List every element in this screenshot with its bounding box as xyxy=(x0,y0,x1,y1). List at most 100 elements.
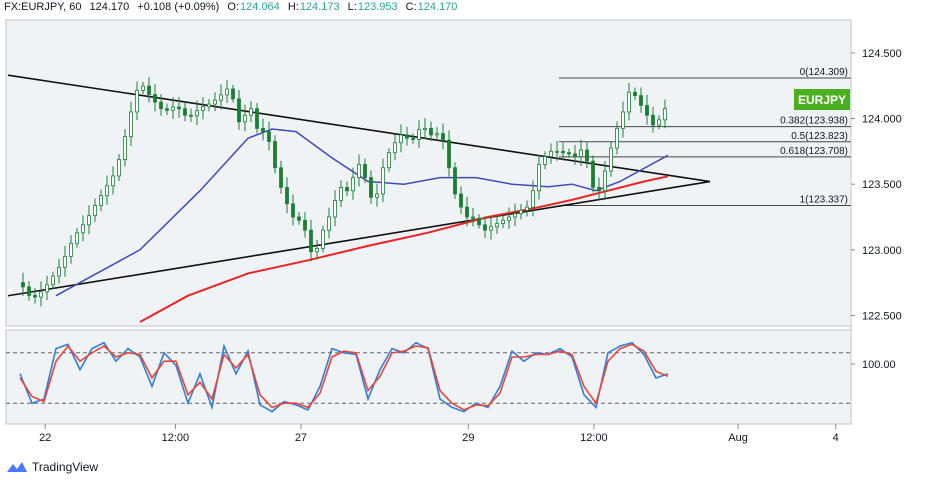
x-tick-label: 12:00 xyxy=(162,432,190,444)
candle-body xyxy=(561,150,565,154)
symbol-name: FX:EURJPY, 60 xyxy=(4,1,82,13)
low-value: 123.953 xyxy=(357,1,398,13)
candle-body xyxy=(387,152,391,169)
candle-body xyxy=(573,153,577,157)
candle-body xyxy=(417,129,421,140)
candle-body xyxy=(633,91,637,96)
candle-body xyxy=(87,215,91,226)
candle-body xyxy=(477,217,481,226)
candle-body xyxy=(159,101,163,110)
candle-body xyxy=(411,137,415,140)
open-label: O: xyxy=(227,1,239,13)
candle-body xyxy=(279,167,283,188)
candle-body xyxy=(537,164,541,192)
candle-body xyxy=(207,103,211,108)
candle-body xyxy=(597,187,601,192)
x-tick-label: 29 xyxy=(462,432,474,444)
stoch-d-line xyxy=(19,343,669,411)
fib-level-label: 1(123.337) xyxy=(800,195,848,206)
close-value: 124.170 xyxy=(417,1,458,13)
candle-body xyxy=(261,127,265,133)
candle-body xyxy=(39,291,43,298)
candle-body xyxy=(453,167,457,195)
candle-body xyxy=(357,164,361,178)
x-tick-label: Aug xyxy=(728,432,748,444)
y-tick-label: 122.500 xyxy=(862,310,902,322)
candle-body xyxy=(69,242,73,257)
candle-body xyxy=(255,108,259,129)
candle-body xyxy=(267,131,271,142)
candle-body xyxy=(513,213,517,218)
candle-body xyxy=(603,170,607,192)
x-tick-label: 12:00 xyxy=(580,432,608,444)
fib-level-label: 0(124.309) xyxy=(800,67,848,78)
high-value: 124.173 xyxy=(299,1,340,13)
y-tick-label: 124.500 xyxy=(862,48,902,60)
candle-body xyxy=(57,266,61,277)
candle-body xyxy=(315,248,319,253)
candle-body xyxy=(615,127,619,149)
tradingview-logo-icon xyxy=(7,462,27,472)
x-tick-label: 22 xyxy=(39,432,51,444)
candle-body xyxy=(21,282,25,288)
candle-body xyxy=(405,134,409,139)
candle-body xyxy=(123,136,127,160)
candle-body xyxy=(321,229,325,249)
candle-body xyxy=(291,203,295,218)
candle-body xyxy=(153,94,157,103)
candle-body xyxy=(621,111,625,129)
candle-body xyxy=(213,99,217,105)
candle-body xyxy=(129,111,133,137)
sma-slow-line xyxy=(139,175,669,323)
x-tick-label: 4 xyxy=(833,432,839,444)
open-value: 124.064 xyxy=(239,1,280,13)
candle-body xyxy=(627,91,631,113)
candle-body xyxy=(591,160,595,188)
x-tick-label: 27 xyxy=(295,432,307,444)
candle-body xyxy=(555,150,559,153)
main-pane[interactable] xyxy=(5,19,852,327)
candle-body xyxy=(285,187,289,205)
candle-body xyxy=(339,187,343,201)
candle-body xyxy=(525,206,529,211)
candle-body xyxy=(351,177,355,192)
candle-body xyxy=(273,141,277,169)
candle-body xyxy=(663,108,667,121)
candle-body xyxy=(459,193,463,208)
candle-body xyxy=(471,216,475,219)
candle-body xyxy=(165,108,169,111)
candle-body xyxy=(399,134,403,144)
candle-body xyxy=(297,216,301,221)
candle-body xyxy=(189,114,193,117)
candle-body xyxy=(393,142,397,154)
candle-body xyxy=(27,286,31,296)
candle-body xyxy=(183,108,187,116)
candle-body xyxy=(309,229,313,253)
candle-body xyxy=(99,195,103,206)
candle-body xyxy=(219,94,223,101)
stoch-k-line xyxy=(19,341,669,413)
candle-body xyxy=(105,185,109,197)
triangle-trendline xyxy=(7,180,711,297)
candle-body xyxy=(465,206,469,218)
candle-body xyxy=(249,108,253,116)
candle-body xyxy=(609,147,613,172)
stoch-pane[interactable] xyxy=(5,329,852,425)
candle-body xyxy=(429,127,433,136)
candle-body xyxy=(567,152,571,155)
y-tick-label: 123.500 xyxy=(862,179,902,191)
candle-body xyxy=(447,139,451,169)
candle-body xyxy=(195,110,199,117)
candle-body xyxy=(81,224,85,234)
fib-level-label: 0.382(123.938) xyxy=(780,116,848,127)
fib-level-label: 0.618(123.708) xyxy=(780,146,848,157)
candle-body xyxy=(135,89,139,113)
candle-body xyxy=(225,88,229,96)
candle-body xyxy=(141,85,145,91)
candle-body xyxy=(423,127,427,131)
candle-body xyxy=(645,104,649,116)
high-label: H: xyxy=(287,1,299,13)
candle-body xyxy=(657,119,661,126)
candle-body xyxy=(435,133,439,136)
